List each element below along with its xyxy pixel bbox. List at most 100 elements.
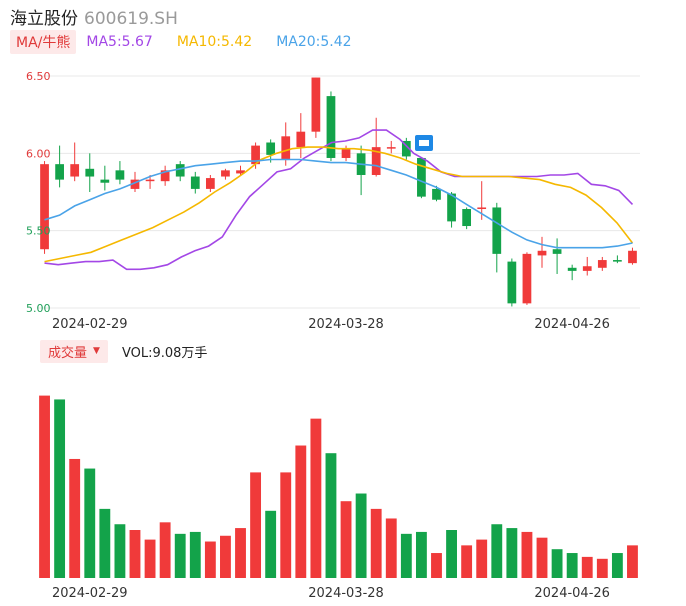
volume-bar	[159, 522, 171, 578]
volume-bar	[114, 524, 126, 578]
candle-body	[160, 170, 170, 182]
volume-bar	[506, 528, 518, 578]
candle-body	[326, 96, 336, 158]
volume-bar	[611, 553, 623, 578]
volume-bar	[340, 501, 352, 578]
volume-bar	[521, 531, 533, 578]
candle-body	[597, 260, 607, 268]
candle-body	[447, 193, 456, 222]
volume-bar	[235, 528, 246, 578]
candle-body	[251, 145, 260, 165]
volume-bar	[491, 524, 503, 578]
candle-body	[266, 142, 276, 155]
date-tick-label: 2024-03-28	[308, 317, 384, 332]
date-tick-label: 2024-02-29	[52, 586, 128, 601]
ma10-line	[44, 146, 634, 263]
candle-body	[205, 178, 215, 189]
candle-body	[537, 250, 547, 256]
volume-bar	[551, 549, 563, 578]
candle-body	[40, 164, 49, 250]
ma10-label: MA10:5.42	[176, 34, 253, 50]
volume-bar	[204, 541, 216, 578]
candle-body	[311, 77, 321, 132]
volume-bar	[39, 395, 50, 578]
date-tick-label: 2024-03-28	[308, 586, 384, 601]
volume-bar	[415, 531, 427, 578]
candle-body	[85, 168, 95, 177]
volume-bar	[189, 531, 201, 578]
volume-bar	[476, 539, 488, 578]
volume-bar	[355, 493, 367, 578]
ma-toggle-button[interactable]: MA/牛熊	[10, 30, 77, 54]
volume-bar	[54, 399, 66, 578]
candle-body	[190, 176, 200, 189]
candles-layer	[40, 77, 637, 307]
volume-bar	[129, 530, 141, 578]
volume-bar	[325, 453, 337, 578]
candle-body	[522, 253, 532, 304]
volume-bar	[99, 508, 111, 578]
candle-body	[492, 207, 502, 254]
dropdown-arrow-icon: ▼	[93, 346, 100, 356]
candle-body	[130, 179, 140, 189]
event-marker-icon[interactable]	[415, 135, 433, 151]
volume-bar	[385, 518, 397, 578]
volume-bar	[220, 535, 231, 578]
volume-bar	[310, 418, 322, 578]
ma20-line	[44, 158, 633, 249]
candle-body	[552, 249, 562, 254]
candle-body	[70, 164, 80, 177]
candle-body	[432, 188, 441, 200]
volume-value: VOL:9.08万手	[121, 345, 208, 361]
volume-bar	[69, 458, 81, 578]
price-tick-label: 5.00	[26, 302, 51, 315]
volume-bar	[144, 539, 156, 578]
date-tick-label: 2024-02-29	[52, 317, 128, 332]
volume-bar	[536, 537, 548, 578]
volume-bar	[400, 533, 412, 578]
candle-body	[175, 164, 185, 177]
candle-body	[628, 250, 637, 264]
volume-bar	[174, 533, 186, 578]
candle-body	[401, 140, 411, 157]
price-tick-label: 6.50	[26, 70, 51, 83]
price-grid	[37, 75, 640, 309]
volume-bar	[431, 553, 442, 578]
volume-bar	[280, 472, 292, 578]
volume-bar	[250, 472, 262, 578]
candle-body	[341, 148, 351, 158]
candle-body	[371, 147, 381, 175]
price-tick-label: 5.50	[26, 225, 51, 238]
volume-bar	[295, 445, 307, 578]
candle-body	[221, 170, 230, 177]
candle-body	[477, 207, 487, 210]
candle-body	[55, 164, 64, 180]
volume-bar	[446, 530, 457, 578]
volume-indicator-label: 成交量	[48, 345, 88, 361]
ma5-label: MA5:5.67	[86, 34, 153, 50]
candle-body	[296, 131, 306, 148]
volume-bar	[566, 553, 578, 578]
date-axis-labels: 2024-02-29 2024-03-28 2024-04-26 2024-02-29…	[52, 317, 610, 601]
ma-legend: MA/牛熊 MA5:5.67 MA10:5.42 MA20:5.42	[10, 30, 370, 54]
volume-bars-layer	[39, 395, 638, 578]
volume-indicator-button[interactable]: 成交量 ▼	[40, 339, 108, 363]
candle-body	[281, 136, 291, 160]
ma-lines-layer	[44, 129, 634, 271]
date-tick-label: 2024-04-26	[534, 586, 610, 601]
volume-bar	[370, 508, 382, 578]
candle-body	[462, 209, 472, 227]
candle-body	[115, 170, 125, 180]
stock-code: 600619.SH	[84, 9, 178, 29]
ma5-line	[44, 129, 634, 271]
candle-body	[236, 170, 245, 174]
volume-bar	[627, 545, 638, 578]
candle-body	[100, 179, 110, 183]
candle-body	[567, 267, 577, 271]
candle-body	[386, 147, 396, 149]
candle-body	[582, 266, 592, 271]
volume-bar	[265, 510, 277, 578]
candle-body	[145, 179, 155, 182]
volume-bar	[581, 556, 593, 578]
